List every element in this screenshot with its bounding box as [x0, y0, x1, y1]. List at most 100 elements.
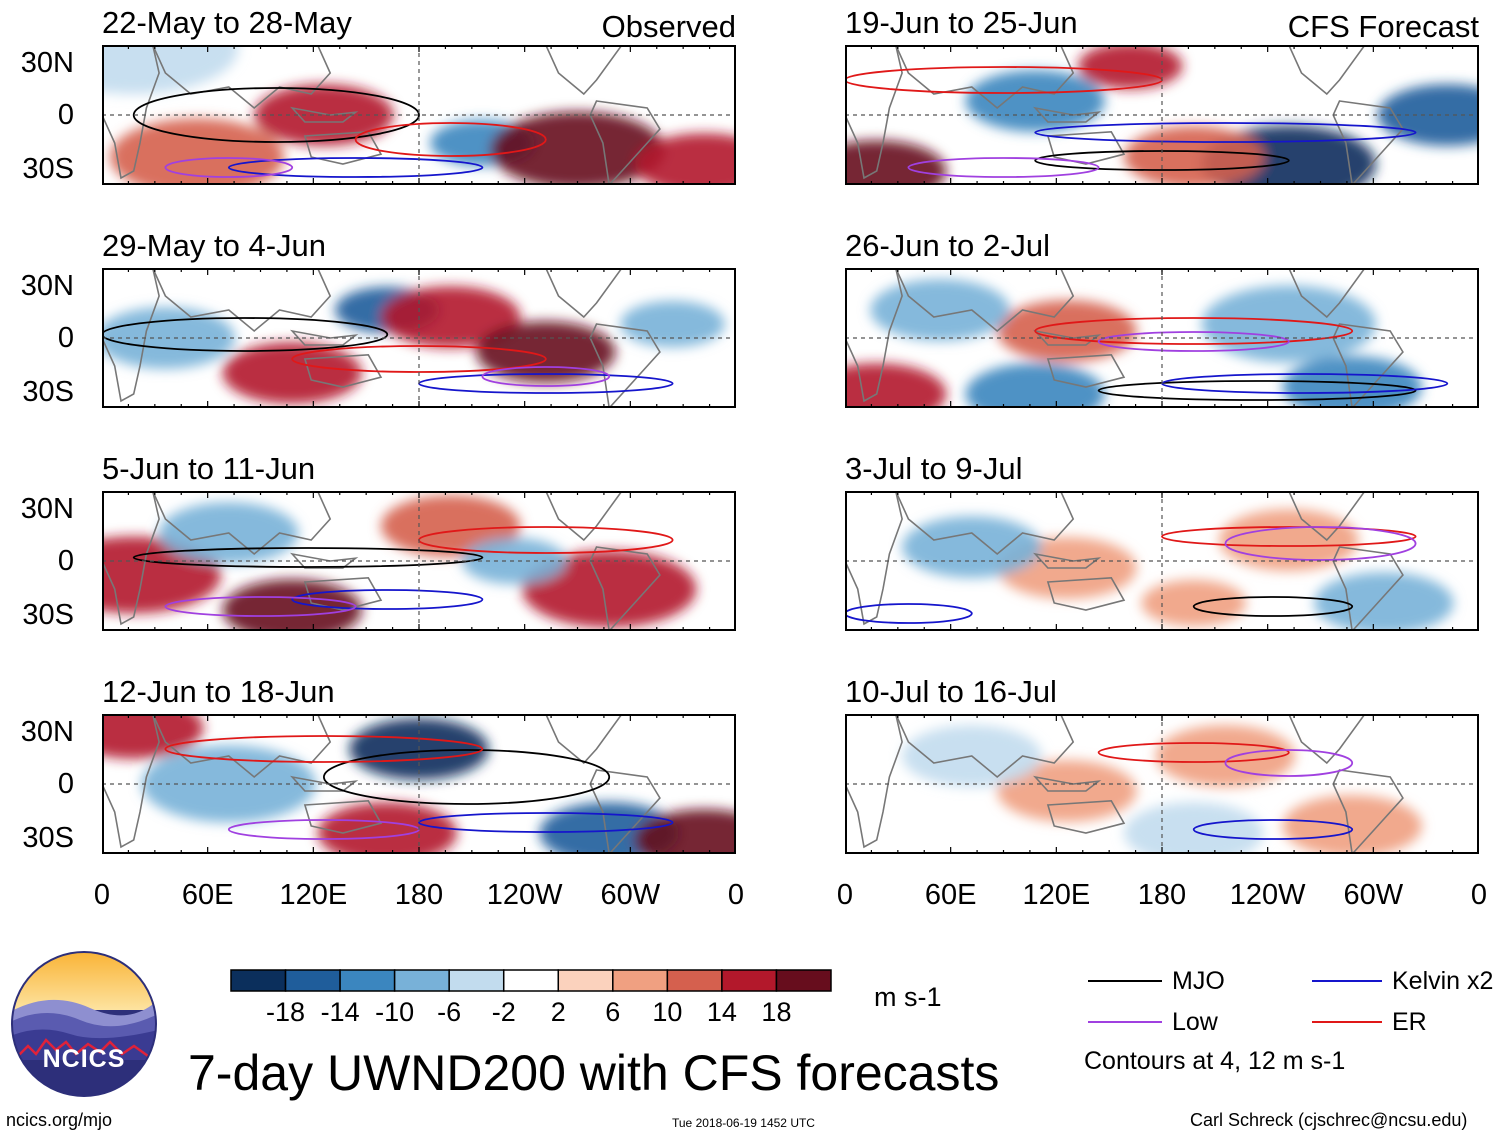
colorbar — [230, 969, 832, 992]
contour-low — [1224, 526, 1417, 561]
coastline — [1332, 769, 1404, 854]
contour-er — [1097, 742, 1290, 763]
colorbar-cell — [557, 969, 614, 992]
coastline — [544, 491, 623, 542]
coastline — [102, 45, 160, 180]
anomaly-region — [997, 300, 1137, 362]
coastline — [303, 576, 383, 611]
colorbar-tick-label: -6 — [437, 997, 462, 1027]
coastline — [589, 769, 661, 854]
x-tick-label: 120W — [486, 879, 563, 911]
colorbar-tick-label: -2 — [491, 997, 516, 1027]
contour-low — [164, 596, 357, 617]
anomaly-region — [1314, 572, 1454, 631]
panel-title: 10-Jul to 16-Jul — [845, 674, 1057, 709]
coastline — [894, 491, 1075, 556]
colorbar-tick-label: 14 — [706, 997, 737, 1027]
coastline — [1287, 268, 1366, 319]
coastline — [1046, 130, 1126, 165]
colorbar-tick-label: 2 — [550, 997, 566, 1027]
coastline — [589, 546, 661, 631]
y-tick-label: 30S — [22, 376, 74, 408]
coastline — [151, 45, 332, 110]
contour-kelvin-x2 — [845, 603, 973, 624]
map-panel — [102, 714, 736, 854]
colorbar-cell — [775, 969, 832, 992]
anomaly-region — [1141, 579, 1247, 627]
footer-timestamp: Tue 2018-06-19 1452 UTC — [672, 1116, 815, 1130]
coastline — [544, 714, 623, 765]
y-tick-label: 30S — [22, 822, 74, 854]
coastline — [1046, 576, 1126, 611]
colorbar-cell — [230, 969, 287, 992]
colorbar-cell — [339, 969, 396, 992]
map-panel — [102, 45, 736, 185]
x-tick-label: 120W — [1229, 879, 1306, 911]
map-panel — [845, 491, 1479, 631]
y-tick-label: 0 — [57, 768, 74, 800]
anomaly-region — [902, 516, 1042, 578]
contour-low — [164, 157, 294, 178]
panel-tag: CFS Forecast — [1287, 9, 1479, 44]
panel-title: 19-Jun to 25-Jun — [845, 5, 1078, 40]
coastline — [1287, 491, 1366, 542]
map-panel — [102, 491, 736, 631]
colorbar-tick-label: -18 — [266, 997, 306, 1027]
contour-er — [354, 122, 547, 157]
coastline — [290, 106, 359, 123]
anomaly-region — [620, 300, 725, 348]
colorbar-cell — [284, 969, 341, 992]
contour-low — [907, 157, 1100, 178]
anomaly-region — [380, 495, 521, 557]
coastline — [290, 329, 359, 346]
y-tick-label: 0 — [57, 545, 74, 577]
panel-tag: Observed — [601, 9, 736, 44]
coastline — [102, 491, 160, 626]
coastline — [303, 799, 383, 834]
ncics-logo-text: NCICS — [42, 1045, 126, 1073]
anomaly-region — [1155, 725, 1296, 787]
coastline — [290, 775, 359, 792]
x-tick-label: 120E — [1022, 879, 1091, 911]
anomaly-region — [102, 714, 204, 759]
y-tick-label: 0 — [57, 99, 74, 131]
coastline — [1332, 100, 1404, 185]
contour-low — [481, 366, 611, 387]
colorbar-cell — [448, 969, 505, 992]
coastline — [845, 45, 903, 180]
contour-kelvin-x2 — [1192, 819, 1354, 840]
legend-low-label: Low — [1172, 1008, 1218, 1036]
coastline — [589, 100, 661, 185]
x-tick-label: 60E — [924, 879, 977, 911]
y-tick-label: 30N — [20, 270, 74, 302]
contour-kelvin-x2 — [291, 589, 484, 610]
contour-mjo — [132, 87, 420, 143]
coastline — [1046, 799, 1126, 834]
x-tick-label: 180 — [394, 879, 444, 911]
anomaly-region — [254, 84, 394, 146]
contour-low — [1097, 331, 1290, 352]
footer-author: Carl Schreck (cjschrec@ncsu.edu) — [1190, 1110, 1468, 1130]
coastline — [845, 714, 903, 849]
coastline — [894, 45, 1075, 110]
coastline — [1033, 552, 1102, 569]
contour-kelvin-x2 — [418, 812, 674, 833]
contour-kelvin-x2 — [227, 157, 484, 178]
anomaly-region — [870, 279, 1010, 341]
coastline — [544, 268, 623, 319]
x-tick-label: 60E — [181, 879, 234, 911]
anomaly-region — [1282, 795, 1422, 854]
anomaly-region — [965, 363, 1105, 408]
contour-mjo — [102, 317, 389, 352]
panel-title: 5-Jun to 11-Jun — [102, 451, 316, 486]
anomaly-region — [965, 70, 1105, 132]
map-panel — [845, 714, 1479, 854]
x-tick-label: 0 — [93, 879, 111, 911]
coastline — [151, 714, 332, 779]
colorbar-tick-label: 10 — [652, 997, 683, 1027]
colorbar-tick-label: -14 — [320, 997, 360, 1027]
legend-er-label: ER — [1392, 1008, 1427, 1036]
anomaly-region — [102, 45, 239, 94]
coastline — [102, 714, 160, 849]
coastline — [544, 45, 623, 96]
